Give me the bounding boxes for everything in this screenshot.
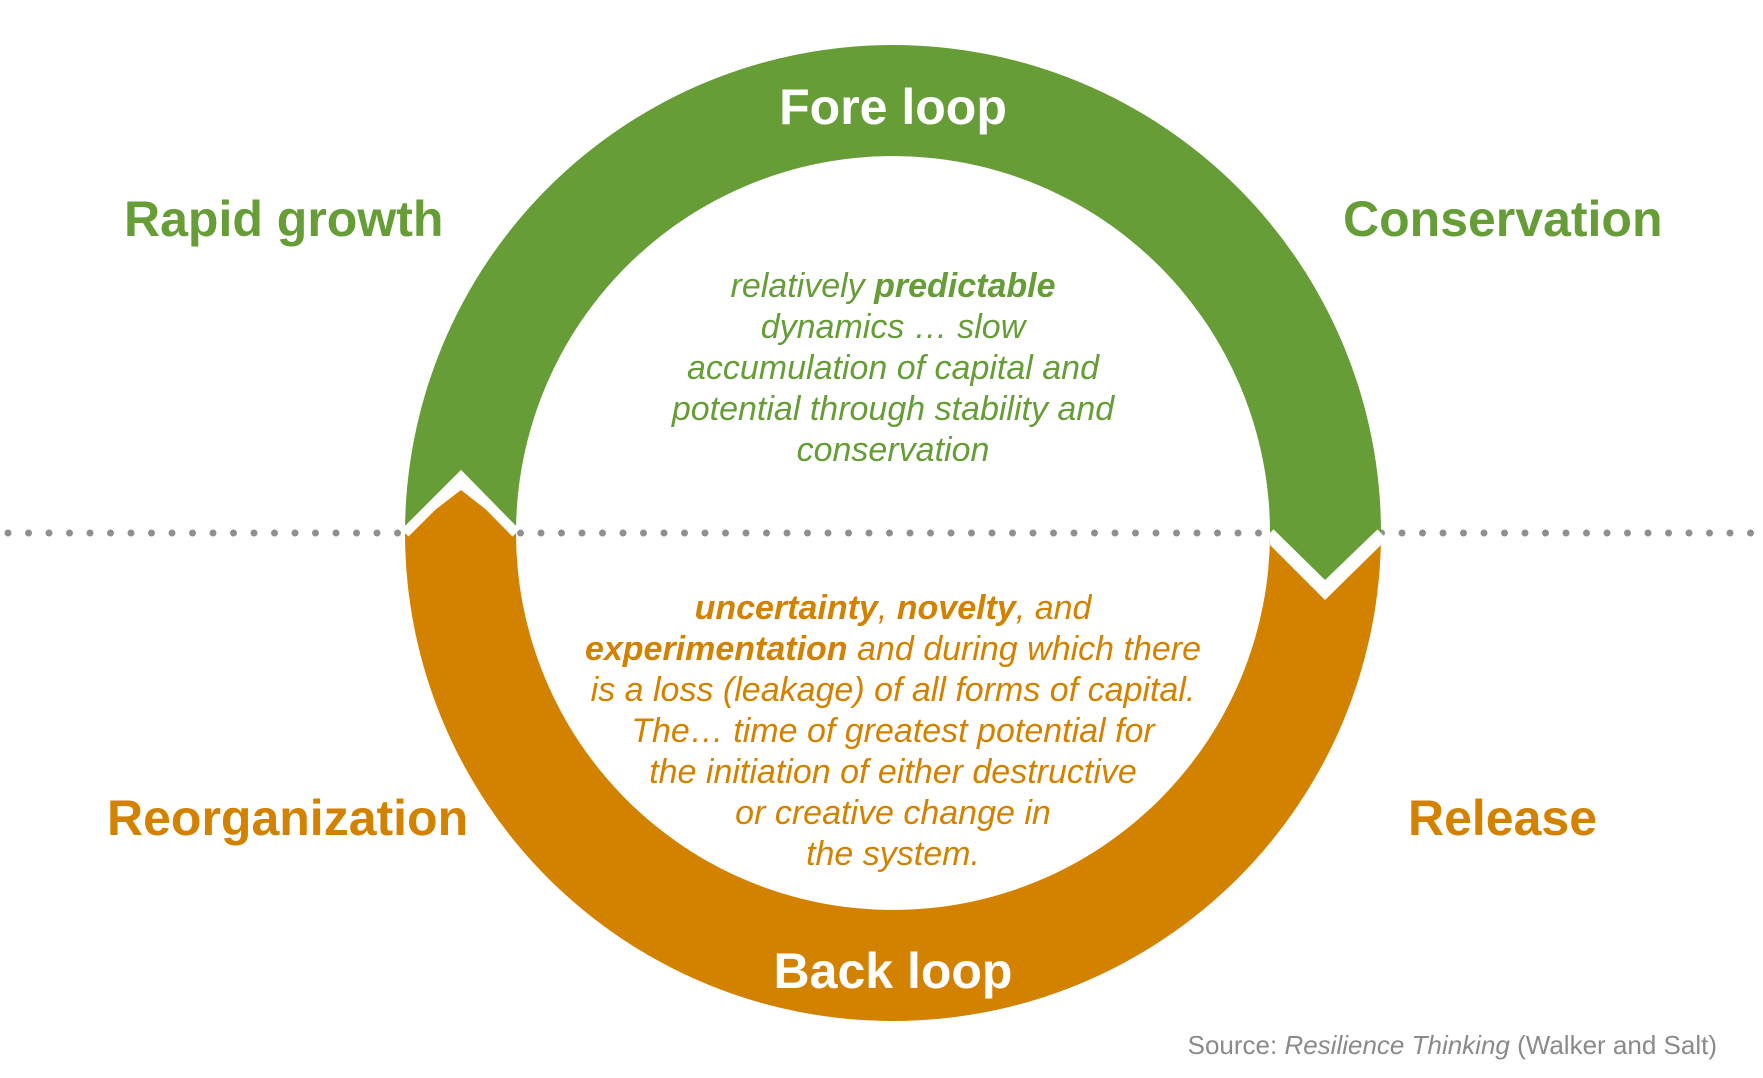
junction-white-edge-left [401, 469, 520, 537]
fore-loop-arc [405, 45, 1381, 587]
back-desc-line-5: the initiation of either destructive [649, 753, 1137, 791]
back-desc-line-3: is a loss (leakage) of all forms of capi… [590, 671, 1196, 709]
phase-release: Release [1408, 790, 1598, 846]
phase-conservation: Conservation [1343, 191, 1663, 247]
fore-desc-line-5: conservation [796, 431, 990, 469]
back-desc-line-6: or creative change in [735, 794, 1051, 832]
back-desc-line-4: The… time of greatest potential for [631, 712, 1155, 750]
junction-white-edge-right [1266, 529, 1385, 594]
fore-desc-line-2: dynamics … slow [760, 308, 1026, 346]
fore-desc-line-1: relatively predictable [730, 267, 1056, 305]
fore-loop-description: relatively predictable dynamics … slow a… [593, 266, 1193, 471]
source-citation: Source: Resilience Thinking (Walker and … [1187, 1030, 1717, 1060]
fore-desc-line-4: potential through stability and [671, 390, 1115, 428]
phase-reorganization: Reorganization [107, 790, 469, 846]
back-desc-line-1: uncertainty, novelty, and [694, 589, 1092, 627]
back-desc-line-7: the system. [806, 835, 980, 873]
back-desc-line-2: experimentation and during which there [584, 630, 1202, 668]
back-loop-arc [405, 490, 1381, 1021]
back-loop-description: uncertainty, novelty, and experimentatio… [543, 588, 1243, 875]
phase-rapid-growth: Rapid growth [124, 191, 444, 247]
fore-desc-line-3: accumulation of capital and [686, 349, 1100, 387]
